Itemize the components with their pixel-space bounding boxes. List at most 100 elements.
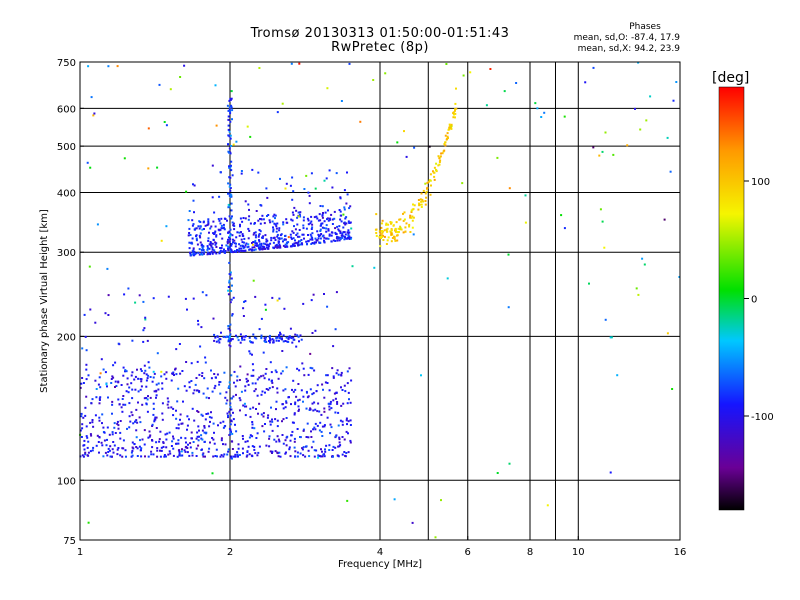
data-point (190, 254, 193, 257)
data-point (241, 241, 244, 244)
data-point (149, 396, 152, 399)
data-point (214, 241, 217, 244)
data-point (229, 137, 232, 140)
data-point (432, 170, 434, 173)
data-point (177, 387, 180, 390)
data-point (104, 371, 107, 374)
data-point (172, 447, 175, 450)
data-point (454, 109, 456, 112)
data-point (246, 451, 249, 453)
data-point (155, 396, 157, 399)
data-point (234, 455, 237, 458)
data-point (240, 238, 243, 241)
data-point (240, 247, 243, 250)
data-point (251, 243, 254, 246)
data-point (128, 426, 131, 429)
data-point (373, 266, 376, 269)
colorbar (718, 86, 745, 511)
data-point (524, 194, 527, 197)
data-point (321, 213, 324, 216)
data-point (186, 424, 189, 427)
data-point (227, 245, 230, 248)
data-point (293, 244, 296, 247)
data-point (102, 426, 105, 429)
data-point (98, 402, 101, 405)
data-point (172, 407, 175, 410)
data-point (341, 423, 344, 426)
data-point (305, 407, 308, 410)
data-point (347, 229, 350, 232)
data-point (217, 424, 219, 427)
data-point (446, 135, 449, 138)
data-point (295, 241, 298, 244)
data-point (328, 405, 331, 408)
data-point (97, 383, 100, 386)
data-point (136, 447, 139, 450)
data-point (339, 419, 342, 422)
data-point (242, 234, 245, 237)
data-point (344, 237, 347, 240)
data-point (80, 412, 83, 415)
data-point (263, 246, 265, 249)
data-point (268, 340, 270, 342)
data-point (195, 234, 198, 237)
data-point (270, 371, 273, 374)
data-point (269, 423, 272, 426)
data-point (419, 198, 422, 201)
data-point (247, 445, 250, 448)
data-point (121, 455, 124, 458)
data-point (309, 388, 312, 391)
data-point (286, 435, 289, 438)
data-point (220, 439, 223, 442)
data-point (323, 236, 326, 239)
data-point (113, 444, 116, 447)
data-point (199, 236, 202, 239)
data-point (326, 382, 329, 384)
data-point (228, 281, 231, 284)
data-point (314, 329, 317, 332)
data-point (588, 282, 590, 285)
data-point (204, 356, 207, 359)
data-point (485, 104, 488, 107)
data-point (637, 293, 640, 296)
data-point (410, 211, 413, 213)
data-point (211, 252, 214, 255)
data-point (426, 186, 429, 189)
data-point (98, 399, 101, 401)
data-point (284, 439, 287, 442)
data-point (244, 300, 247, 303)
data-point (340, 234, 343, 237)
data-point (282, 221, 285, 224)
y-tick-label: 750 (57, 58, 76, 69)
data-point (256, 244, 258, 247)
data-point (201, 448, 203, 451)
data-point (435, 169, 438, 172)
data-point (390, 222, 392, 225)
data-point (219, 338, 222, 341)
data-point (210, 251, 213, 254)
data-point (231, 338, 234, 341)
data-point (444, 134, 447, 137)
data-point (220, 227, 223, 230)
data-point (216, 455, 218, 458)
x-tick-label: 10 (572, 547, 585, 558)
data-point (231, 432, 234, 435)
data-point (328, 217, 331, 220)
data-point (438, 163, 441, 166)
data-point (208, 416, 211, 419)
data-point (191, 407, 194, 410)
data-point (249, 248, 252, 251)
data-point (136, 368, 138, 371)
data-point (285, 417, 288, 419)
data-point (227, 249, 230, 252)
data-point (258, 445, 261, 448)
data-point (199, 345, 202, 348)
data-point (261, 247, 264, 250)
data-point (275, 225, 278, 228)
data-point (269, 450, 272, 453)
data-point (203, 431, 206, 434)
data-point (238, 234, 241, 237)
data-point (230, 277, 233, 280)
data-point (334, 435, 337, 438)
data-point (312, 409, 315, 412)
